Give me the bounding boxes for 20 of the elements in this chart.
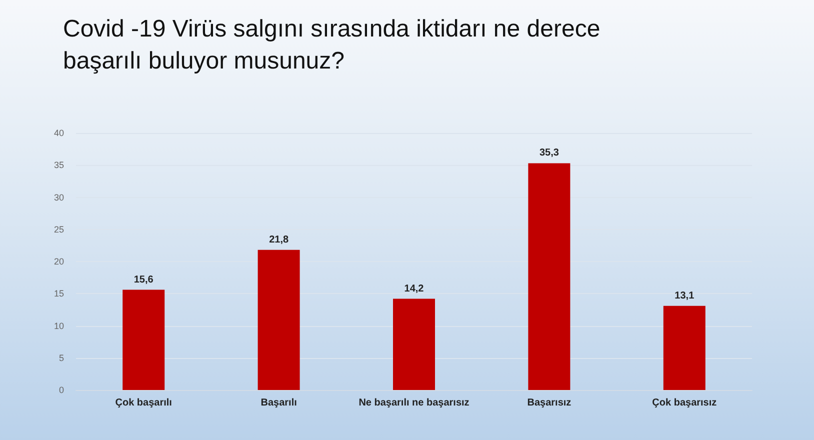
data-label: 13,1 bbox=[674, 290, 695, 302]
y-tick-label: 5 bbox=[58, 352, 64, 363]
y-tick-label: 35 bbox=[54, 160, 64, 170]
data-label: 21,8 bbox=[269, 234, 289, 246]
y-tick-label: 30 bbox=[54, 192, 64, 202]
data-label: 15,6 bbox=[134, 274, 154, 286]
chart-title: Covid -19 Virüs salgını sırasında iktidarı ne derece başarılı buluyor musunuz? bbox=[63, 16, 607, 74]
x-tick-label: Çok başarılı bbox=[115, 398, 172, 408]
y-tick-label: 15 bbox=[54, 288, 64, 299]
y-tick-label: 10 bbox=[54, 320, 64, 331]
y-tick-label: 20 bbox=[54, 256, 64, 266]
x-tick-label: Çok başarısız bbox=[652, 398, 717, 408]
x-tick-label: Başarılı bbox=[260, 398, 298, 408]
data-label: 35,3 bbox=[539, 148, 560, 159]
y-tick-label: 40 bbox=[54, 128, 64, 138]
y-tick-label: 0 bbox=[58, 385, 64, 395]
y-tick-label: 25 bbox=[54, 224, 64, 234]
x-tick-label: Ne başarılı ne başarısız bbox=[358, 398, 470, 408]
x-tick-label: Başarısız bbox=[527, 398, 572, 408]
data-label: 14,2 bbox=[404, 283, 424, 294]
